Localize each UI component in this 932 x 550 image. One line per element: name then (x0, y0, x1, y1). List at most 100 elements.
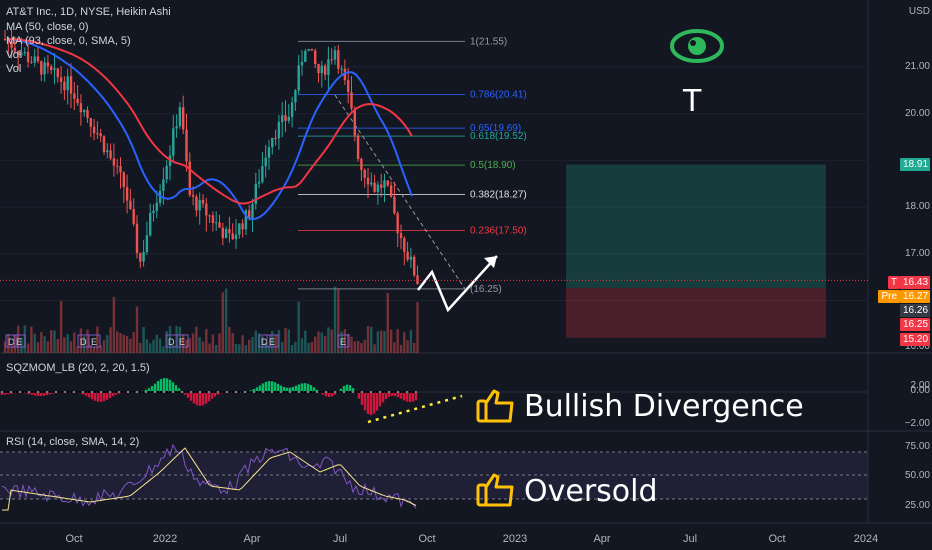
sqz-dot (328, 391, 330, 393)
volume-bar (320, 332, 323, 353)
volume-bar (129, 338, 132, 353)
sqz-dot (250, 391, 252, 393)
fib-level-label: (16.25) (470, 284, 502, 295)
candle-body (257, 181, 261, 184)
sqz-dot (280, 391, 282, 393)
sqz-dot (379, 391, 381, 393)
sqz-dot (262, 391, 264, 393)
sqz-dot (298, 391, 300, 393)
ticker-tag: T (887, 276, 900, 289)
volume-bar (389, 329, 393, 353)
candle-body (406, 251, 409, 260)
sqz-bar (186, 392, 190, 398)
sqz-bar (105, 392, 109, 400)
oversold-text: Oversold (524, 474, 658, 509)
indicator-ma50-label[interactable]: MA (50, close, 0) (6, 21, 89, 33)
candle-body (307, 48, 310, 51)
sqz-bar (351, 387, 355, 392)
candle-body (149, 213, 152, 236)
thumbs-up-icon (484, 389, 514, 423)
rsi-title[interactable]: RSI (14, close, SMA, 14, 2) (6, 436, 140, 448)
indicator-vol2-label[interactable]: Vol (6, 63, 22, 75)
sqz-bar (279, 385, 283, 392)
sqz-bar (102, 392, 106, 402)
premarket-tag: Pre (878, 290, 900, 303)
sqz-bar (213, 392, 217, 397)
candle-body (320, 65, 323, 74)
sqz-bar (345, 384, 349, 392)
candle-body (36, 56, 40, 62)
earnings-marker-label: E (340, 337, 346, 347)
candle-body (172, 128, 175, 156)
price-tick: 17.00 (904, 248, 930, 259)
candle-body (122, 172, 125, 187)
sqz-bar (282, 387, 286, 392)
volume-bar (380, 330, 383, 353)
volume-bar (238, 344, 241, 353)
sqz-bar (204, 392, 208, 404)
volume-bar (267, 345, 271, 353)
sqz-dot (223, 391, 225, 393)
sqz-bar (189, 392, 193, 401)
sqz-bar (183, 392, 187, 395)
sqz-dot (127, 391, 129, 393)
candle-body (89, 118, 92, 127)
volume-bar (59, 301, 63, 353)
candle-body (300, 61, 304, 66)
volume-bar (46, 341, 50, 353)
volume-bar (178, 326, 182, 353)
volume-bar (40, 332, 43, 353)
sqz-dot (241, 391, 243, 393)
indicator-vol-label[interactable]: Vol (6, 49, 22, 61)
sqz-bar (360, 392, 364, 406)
volume-bar (158, 338, 162, 353)
volume-bar (327, 327, 330, 353)
sqz-dot (283, 391, 285, 393)
sqz-dot (175, 391, 177, 393)
sqz-dot (139, 391, 141, 393)
candle-body (165, 165, 168, 180)
time-axis-label: 2023 (503, 533, 527, 545)
volume-bar (195, 326, 198, 353)
sqz-dot (13, 391, 15, 393)
candle-body (389, 185, 393, 197)
candle-body (3, 38, 7, 40)
symbol-title[interactable]: AT&T Inc., 1D, NYSE, Heikin Ashi (6, 6, 171, 18)
sqzmom-title[interactable]: SQZMOM_LB (20, 2, 20, 1.5) (6, 362, 150, 374)
candle-body (7, 39, 10, 42)
sqz-bar (84, 392, 88, 396)
sqz-bar (378, 392, 382, 407)
thumbs-up-icon (484, 473, 514, 507)
candle-body (211, 215, 215, 223)
sqz-dot (193, 391, 195, 393)
candle-body (224, 229, 228, 239)
volume-bar (53, 330, 56, 353)
candle-body (327, 59, 330, 75)
sqz-bar (99, 392, 103, 402)
sqz-dot (25, 391, 27, 393)
sqz-bar (399, 392, 403, 399)
volume-bar (383, 331, 386, 353)
earnings-marker-label: D (168, 337, 175, 347)
sqz-bar (387, 392, 391, 397)
sqz-dot (28, 391, 30, 393)
candle-body (284, 115, 287, 121)
sqz-dot (85, 391, 87, 393)
indicator-ma93-label[interactable]: MA (93, close, 0, SMA, 5) (6, 35, 131, 47)
volume-bar (261, 336, 264, 353)
sqz-bar (42, 392, 46, 396)
sqz-bar (159, 379, 163, 392)
sqz-dot (151, 391, 153, 393)
volume-bar (208, 343, 211, 353)
price-tick: 16.00 (904, 341, 930, 352)
sqz-dot (145, 391, 147, 393)
volume-bar (409, 330, 413, 353)
candle-body (267, 147, 271, 158)
sqz-bar (261, 383, 265, 392)
volume-bar (185, 339, 188, 353)
sqz-bar (264, 381, 268, 392)
sqz-bar (390, 392, 394, 396)
fib-level-label: 0.236(17.50) (470, 225, 527, 236)
volume-bar (3, 341, 7, 353)
